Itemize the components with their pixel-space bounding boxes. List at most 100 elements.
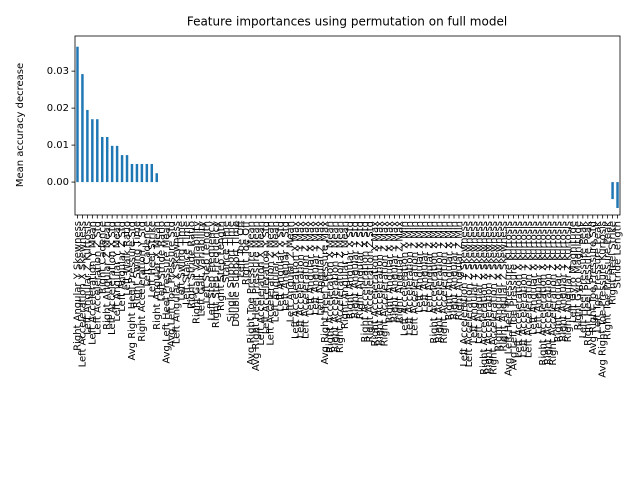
x-tick-label: Left Angular Y Max (310, 221, 321, 315)
x-tick-label: Right Acceleration Y Skewness (484, 221, 495, 374)
bar (115, 145, 119, 183)
x-tick-label: Left Angular Z Std (117, 221, 128, 312)
x-tick-label: Right Angular Z Mean (102, 221, 113, 330)
x-tick-label: Left Angular Y Mean (112, 221, 123, 322)
x-tick-label: Left Acceleration Y Min (404, 221, 415, 335)
x-tick-label: Left Angular Z Max (315, 221, 326, 316)
x-tick-label: Left Angular X Std (276, 221, 287, 312)
x-tick-label: Right Acceleration Z Min (439, 221, 450, 344)
x-tick-label: Avg Right Heel Pressure Max (320, 221, 331, 365)
bar (150, 163, 154, 183)
x-tick-label: Avg Right Heel Pressure Std (127, 221, 138, 360)
bar (125, 155, 129, 183)
x-tick-label: Right Acceleration Y Mean (330, 221, 341, 352)
x-tick-label: Right Acceleration X Max (370, 221, 381, 347)
x-tick-label: Avg Left Toe Pressure Kurtosis (508, 221, 519, 370)
y-axis-label: Mean accuracy decrease (15, 63, 26, 187)
x-tick-label: Right Step Frequency (211, 221, 222, 328)
x-tick-label: Left Acceleration Z Min (409, 221, 420, 336)
x-tick-label: Left Angular Z Min (424, 221, 435, 313)
x-tick-label: Right Angular Y Skewness (72, 221, 83, 351)
x-tick-label: Left Acceleration X Skewness (77, 221, 88, 367)
x-tick-label: Right Angular Y Max (390, 221, 401, 323)
x-tick-label: Left Angular Y Std (281, 221, 292, 311)
x-tick-label: Left Acceleration Y Kurtosis (518, 221, 529, 357)
x-tick-label: Right Angular X Skewness (494, 221, 505, 352)
x-tick-label: Left Acceleration Z Kurtosis (523, 221, 534, 358)
x-tick-label: Right Gyro Magnitude (573, 221, 584, 330)
x-tick-label: Left Acceleration Z Max (300, 221, 311, 339)
x-tick-label: Right Angular Z Max (395, 221, 406, 323)
x-tick-label: Right Angular Z Min (454, 221, 465, 320)
x-tick-label: Right Acceleration X Min (429, 221, 440, 344)
axes-frame (74, 35, 621, 216)
bar (140, 163, 144, 183)
x-tick-label: Left Acceleration X Std (107, 221, 118, 335)
x-tick-label: Avg Left Toe Pressure Std (167, 221, 178, 347)
x-tick-label: Left Acceleration X Min (399, 221, 410, 336)
bar (91, 119, 94, 183)
x-tick-label: Left Acceleration X Mean (256, 221, 267, 346)
x-tick-label: Avg Left Heel Pressure Mean (162, 221, 173, 364)
x-tick-label: Right Acceleration Y Min (434, 221, 445, 343)
x-tick-label: Left Acceleration Z Skewness (464, 221, 475, 367)
x-tick-label: Avg Right Toe Pressure Std (588, 221, 599, 355)
x-tick-label: Right Cadence (97, 221, 108, 294)
x-tick-label: Right Swing Time (132, 221, 143, 308)
x-tick-label: Left Acceleration Y Max (295, 221, 306, 338)
x-tick-label: Left Swing Time (177, 221, 188, 301)
bar (145, 163, 149, 183)
y-tick-label: 0.02 (47, 103, 69, 114)
bar (76, 46, 79, 183)
x-tick-label: Right Angular Z Std (355, 221, 366, 319)
y-tick-label: 0.00 (47, 177, 69, 188)
x-tick-label: Stance Time (221, 221, 232, 283)
x-tick-label: Right Angular Z Kurtosis (563, 221, 574, 342)
y-tick-label: 0.03 (47, 66, 69, 77)
x-tick-label: Right Acceleration Z Std (365, 221, 376, 342)
x-tick-label: Right Acceleration X Kurtosis (538, 221, 549, 366)
x-tick-label: Right Gait Variability (191, 221, 202, 324)
x-tick-label: Right Acceleration Z Kurtosis (548, 221, 559, 366)
x-tick-label: Stride Length (613, 221, 624, 288)
x-tick-label: Left Acceleration Z Mean (266, 221, 277, 346)
x-tick-label: Left Angular Y Min (419, 221, 430, 312)
x-tick-label: Avg Left Heel Pressure Kurtosis (504, 221, 515, 376)
x-tick-label: Avg Right Heel Pressure Mean (251, 221, 262, 371)
x-tick-label: Left Angular X Min (414, 221, 425, 313)
x-tick-label: Right Acceleration Y Kurtosis (543, 221, 554, 365)
x-tick-label: Left Angular Z Mean (286, 221, 297, 322)
x-tick-label: Right Acceleration Y Std (137, 221, 148, 342)
x-tick-label: Right Acceleration Y Max (375, 221, 386, 346)
x-tick-label: Right Heel Pressure Peak (583, 221, 594, 346)
x-tick-label: Left Angular X Mean (271, 221, 282, 322)
bar (110, 145, 114, 183)
bar (120, 155, 124, 183)
bar (105, 136, 109, 183)
chart-title: Feature importances using permutation on… (187, 15, 507, 29)
x-tick-label: Right Toe Pressure Peak (603, 221, 614, 340)
x-tick-label: Right Stride Ratio (186, 221, 197, 309)
bar (130, 163, 134, 183)
x-tick-label: Left Acceleration Y Std (261, 221, 272, 334)
x-tick-label: Right Acceleration X Std (360, 221, 371, 342)
x-tick-label: Left Toe Pressure Peak (593, 221, 604, 333)
x-tick-label: Right Angular Y Mean (340, 221, 351, 329)
x-tick-label: Left Gait Variability (196, 221, 207, 317)
x-tick-label: Left Step Length (201, 221, 212, 303)
x-tick-label: Right Angular Y Kurtosis (558, 221, 569, 342)
x-tick-label: Left Walk Ratio (122, 221, 133, 296)
x-tick-label: Double Support Time (231, 221, 242, 327)
x-tick-label: Left Acceleration Y Mean (87, 221, 98, 345)
x-tick-label: Left Heel Strike (147, 221, 158, 298)
x-tick-label: Single Support Time (226, 221, 237, 322)
x-tick-label: Left Angular X Max (305, 221, 316, 316)
x-tick-label: Left Angular X Kurtosis (528, 221, 539, 335)
x-tick-label: Left Toe Off (236, 220, 247, 278)
bar (81, 74, 84, 183)
x-tick-label: Right Angular X Kurtosis (553, 221, 564, 342)
x-tick-label: Right Acceleration Z Skewness (489, 221, 500, 375)
x-tick-label: Left Gyro Magnitude (568, 221, 579, 323)
